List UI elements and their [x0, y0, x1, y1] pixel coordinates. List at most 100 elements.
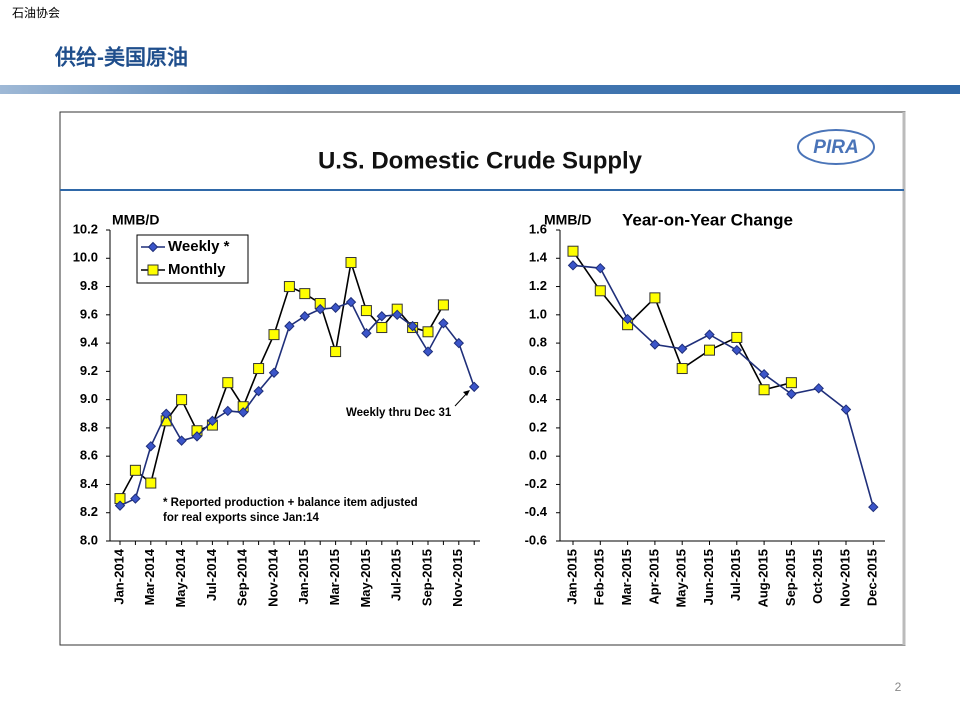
y-tick-label: 0.8 [529, 335, 547, 350]
marker-diamond [207, 415, 218, 427]
marker-square [437, 299, 449, 311]
x-tick-label: Jul-2015 [728, 549, 743, 601]
marker-diamond [438, 318, 449, 329]
marker-diamond [114, 500, 126, 511]
marker-diamond [676, 343, 688, 354]
marker-diamond [222, 405, 234, 417]
y-tick-label: -0.4 [525, 504, 548, 519]
x-tick-label: Aug-2015 [756, 549, 771, 608]
x-tick-label: Mar-2014 [142, 548, 157, 605]
y-tick-label: -0.2 [525, 476, 547, 491]
x-tick-label: Oct-2015 [810, 549, 825, 604]
y-tick-label: 1.4 [529, 250, 548, 265]
marker-diamond [567, 260, 579, 271]
annotation: Weekly thru Dec 31 [346, 407, 452, 419]
marker-square [676, 363, 688, 375]
marker-diamond [299, 311, 311, 322]
marker-diamond [284, 320, 295, 332]
marker-square [731, 331, 743, 343]
marker-diamond [422, 346, 434, 357]
marker-square [268, 329, 280, 341]
y-tick-label: 1.6 [529, 221, 547, 236]
marker-square [345, 257, 357, 269]
marker-square [299, 288, 311, 300]
y-tick-label: 8.8 [80, 419, 98, 434]
series-line [572, 264, 875, 508]
annotation-arrowhead [463, 390, 470, 396]
marker-diamond [813, 383, 824, 394]
marker-square [145, 477, 157, 489]
x-tick-label: Dec-2015 [865, 549, 880, 606]
x-tick-label: Nov-2015 [450, 549, 465, 607]
y-tick-label: 10.2 [73, 221, 98, 236]
marker-diamond [786, 388, 797, 400]
marker-diamond [253, 385, 264, 397]
chart-subtitle: Year-on-Year Change [622, 210, 793, 229]
marker-diamond [391, 309, 403, 321]
marker-diamond [840, 404, 852, 415]
marker-square [758, 384, 770, 396]
marker-square [283, 281, 295, 293]
marker-square [176, 394, 188, 406]
marker-diamond [622, 313, 633, 325]
marker-square [222, 377, 234, 389]
x-tick-label: Sep-2014 [235, 548, 250, 606]
slide-title: 供给-美国原油 [54, 46, 188, 70]
x-tick-label: Jan-2015 [564, 549, 579, 605]
marker-diamond [345, 296, 357, 308]
x-tick-label: Jul-2014 [204, 548, 219, 601]
marker-diamond [704, 329, 715, 340]
marker-diamond [176, 435, 187, 446]
y-axis-label: MMB/D [112, 212, 159, 228]
marker-diamond [758, 368, 770, 380]
y-tick-label: 1.0 [529, 306, 547, 321]
x-tick-label: Jan-2015 [296, 549, 311, 605]
marker-diamond [361, 327, 372, 339]
series-line [119, 301, 475, 507]
marker-square [253, 363, 265, 375]
marker-diamond [330, 302, 341, 313]
marker-diamond [731, 344, 743, 356]
title-bar [0, 85, 960, 94]
y-axis-label: MMB/D [544, 212, 591, 228]
marker-square [376, 322, 388, 334]
x-tick-label: Sep-2015 [419, 549, 434, 606]
page-number: 2 [895, 680, 902, 694]
y-tick-label: 9.4 [80, 335, 99, 350]
marker-diamond [649, 339, 661, 350]
marker-diamond [376, 311, 388, 322]
marker-diamond [147, 241, 159, 253]
y-tick-label: 8.6 [80, 448, 98, 463]
logo-ellipse [797, 129, 875, 165]
y-tick-label: 0.4 [529, 391, 548, 406]
marker-square [785, 377, 797, 389]
marker-diamond [407, 320, 418, 332]
x-tick-label: Jun-2015 [701, 549, 716, 605]
y-tick-label: 0.2 [529, 419, 547, 434]
x-tick-label: Nov-2014 [265, 548, 280, 607]
y-tick-label: 9.8 [80, 278, 98, 293]
y-tick-label: 9.2 [80, 363, 98, 378]
x-tick-label: May-2015 [674, 549, 689, 608]
marker-diamond [130, 493, 141, 504]
header-label: 石油协会 [12, 5, 60, 20]
y-tick-label: 9.0 [80, 391, 98, 406]
marker-square [360, 305, 372, 317]
series-line [119, 262, 445, 499]
marker-square [147, 264, 159, 276]
y-tick-label: 8.2 [80, 504, 98, 519]
marker-diamond [468, 381, 480, 393]
logo: PIRA [813, 137, 858, 158]
legend-label: Monthly [168, 261, 226, 278]
marker-square [567, 245, 579, 257]
marker-diamond [314, 303, 326, 315]
panel-title: U.S. Domestic Crude Supply [318, 147, 643, 174]
y-tick-label: 0.0 [529, 448, 547, 463]
legend-label: Weekly * [168, 238, 230, 255]
x-tick-label: Jan-2014 [111, 548, 126, 604]
x-tick-label: Mar-2015 [619, 549, 634, 605]
y-tick-label: 8.0 [80, 532, 98, 547]
x-tick-label: Apr-2015 [646, 549, 661, 605]
x-tick-label: Feb-2015 [592, 549, 607, 605]
